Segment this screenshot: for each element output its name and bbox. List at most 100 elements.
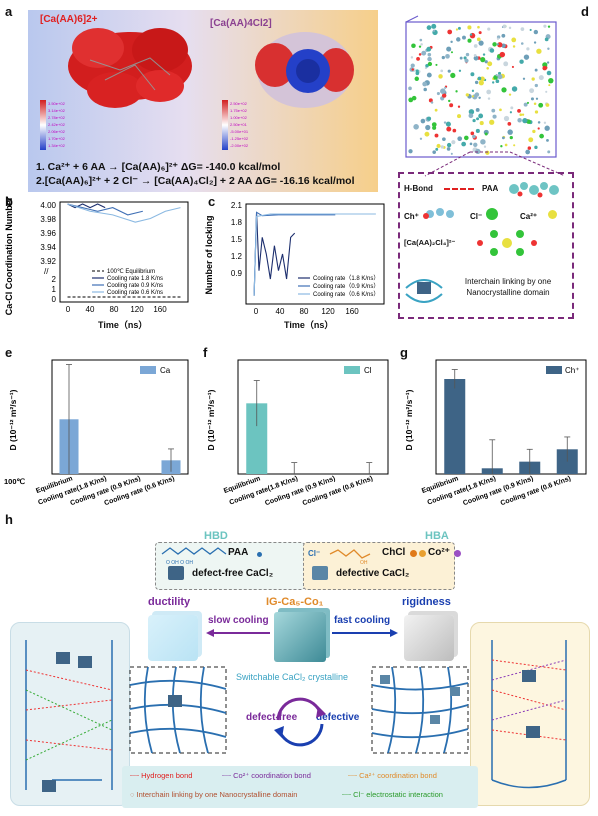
c-ytick-21: 2.1 xyxy=(231,201,243,210)
md-atom xyxy=(455,90,458,93)
ca-label: Ca²⁺ xyxy=(520,212,538,221)
hbd-label: HBD xyxy=(204,530,228,542)
md-atom xyxy=(438,74,443,79)
fast-cooling-arrow[interactable] xyxy=(330,628,400,638)
rigid-cube xyxy=(404,615,454,661)
md-atom xyxy=(503,115,510,122)
md-atom xyxy=(446,147,451,151)
md-atom xyxy=(408,97,414,103)
md-atom xyxy=(469,142,473,146)
chart-b-xticks: 0 40 80 120 160 xyxy=(66,305,167,314)
b-ytick-396: 3.96 xyxy=(40,229,56,238)
choline-structure-icon: Cl⁻ OH xyxy=(308,549,371,566)
md-atom xyxy=(501,87,507,93)
md-atom xyxy=(478,40,484,46)
md-atom xyxy=(511,65,514,69)
md-atom xyxy=(426,46,432,52)
md-atom xyxy=(492,81,495,84)
md-atom xyxy=(472,118,476,123)
md-atom xyxy=(487,97,491,100)
b-ytick-1: 1 xyxy=(52,285,57,294)
hbond-line xyxy=(444,188,474,190)
md-atom xyxy=(523,54,530,60)
md-atom xyxy=(507,129,513,135)
switchable-label: Switchable CaCl₂ crystalline xyxy=(236,672,349,682)
cb-left-6: 1.34e+02 xyxy=(48,143,65,148)
b-series-line-3 xyxy=(67,203,181,223)
chcl-label: ChCl xyxy=(382,547,406,558)
md-atom xyxy=(492,114,497,119)
md-atom xyxy=(443,121,447,124)
chart-c: Number of locking 2.1 1.8 1.5 1.2 0.9 0 … xyxy=(204,201,385,316)
md-atom xyxy=(487,61,493,67)
md-atom xyxy=(451,140,456,145)
chart-e-temp: 100℃ xyxy=(4,477,26,486)
esp-surface-right xyxy=(255,32,354,108)
md-atom xyxy=(427,52,432,57)
chart-b-ylabel: Ca-Cl Coordination Number xyxy=(4,196,14,315)
b-ytick-398: 3.98 xyxy=(40,215,56,224)
md-atom xyxy=(529,88,535,94)
c-xtick-40: 40 xyxy=(276,307,285,316)
chart-c-legend: Cooling rate（1.8 K/ns） Cooling rate（0.9 … xyxy=(298,275,379,298)
md-atom xyxy=(492,42,497,47)
chart-e: D (10⁻¹² m²/s⁻¹) 100℃ EquilibriumCooling… xyxy=(4,359,189,507)
md-atom xyxy=(446,142,452,148)
md-atom xyxy=(504,143,508,147)
bar-category-label-3: Cooling rate (0.6 K/ns) xyxy=(500,475,572,507)
md-atom xyxy=(470,72,475,77)
defective-label: defective CaCl₂ xyxy=(336,568,410,579)
panel-a-species-left: [Ca(AA)6]2+ xyxy=(40,14,98,25)
c-xtick-0: 0 xyxy=(254,307,259,316)
md-atom xyxy=(468,113,474,119)
md-atom xyxy=(457,136,463,142)
chart-b-legend: 100℃ Equilibrium Cooling rate 1.8 K/ns C… xyxy=(92,269,163,296)
md-atom xyxy=(495,74,498,77)
md-atom xyxy=(483,145,487,148)
md-atom xyxy=(534,83,538,88)
md-atom xyxy=(426,72,432,78)
md-atom xyxy=(411,68,415,71)
b-series-line-1 xyxy=(67,203,106,209)
md-atom xyxy=(420,43,423,46)
chart-f-ylabel: D (10⁻¹² m²/s⁻¹) xyxy=(206,389,216,450)
md-atom xyxy=(484,132,488,136)
md-atom xyxy=(497,74,503,80)
md-atom xyxy=(430,101,434,104)
md-atom xyxy=(473,54,477,57)
complex-icon xyxy=(477,230,537,256)
md-atom xyxy=(427,56,432,62)
md-atom xyxy=(467,25,472,30)
cb-left-1: 3.14e+02 xyxy=(48,108,65,113)
cb-left-4: 2.06e+02 xyxy=(48,129,65,134)
c-ytick-15: 1.5 xyxy=(231,235,243,244)
b-legend-1: Cooling rate 1.8 K/ns xyxy=(107,276,163,282)
md-atom xyxy=(543,121,547,124)
cb-right-6: -2.00e+02 xyxy=(230,143,249,148)
md-atom xyxy=(500,145,503,148)
b-ytick-392: 3.92 xyxy=(40,257,56,266)
center-title: IG-Ca₅-Co₁ xyxy=(266,596,324,608)
md-atom xyxy=(418,53,422,56)
slow-cooling-arrow[interactable] xyxy=(204,628,274,638)
paa-dot-icon xyxy=(257,552,262,557)
md-atom xyxy=(462,35,466,40)
md-atom xyxy=(517,118,522,123)
md-atom xyxy=(410,56,414,59)
md-atom xyxy=(508,26,512,30)
md-atom xyxy=(501,136,505,140)
md-atom xyxy=(475,108,480,112)
md-atom xyxy=(435,63,438,66)
md-atom xyxy=(511,86,518,92)
defective-network xyxy=(371,666,469,754)
md-atom xyxy=(418,45,422,48)
defective-arrow-label: defective xyxy=(316,712,360,723)
md-atom xyxy=(497,71,502,75)
defect-free-network xyxy=(129,666,227,754)
md-atom xyxy=(528,137,534,143)
md-atom xyxy=(546,70,552,76)
rigidness-label: rigidness xyxy=(402,596,451,608)
md-atom xyxy=(441,93,447,98)
md-atom xyxy=(527,146,532,150)
md-atom xyxy=(452,128,457,133)
